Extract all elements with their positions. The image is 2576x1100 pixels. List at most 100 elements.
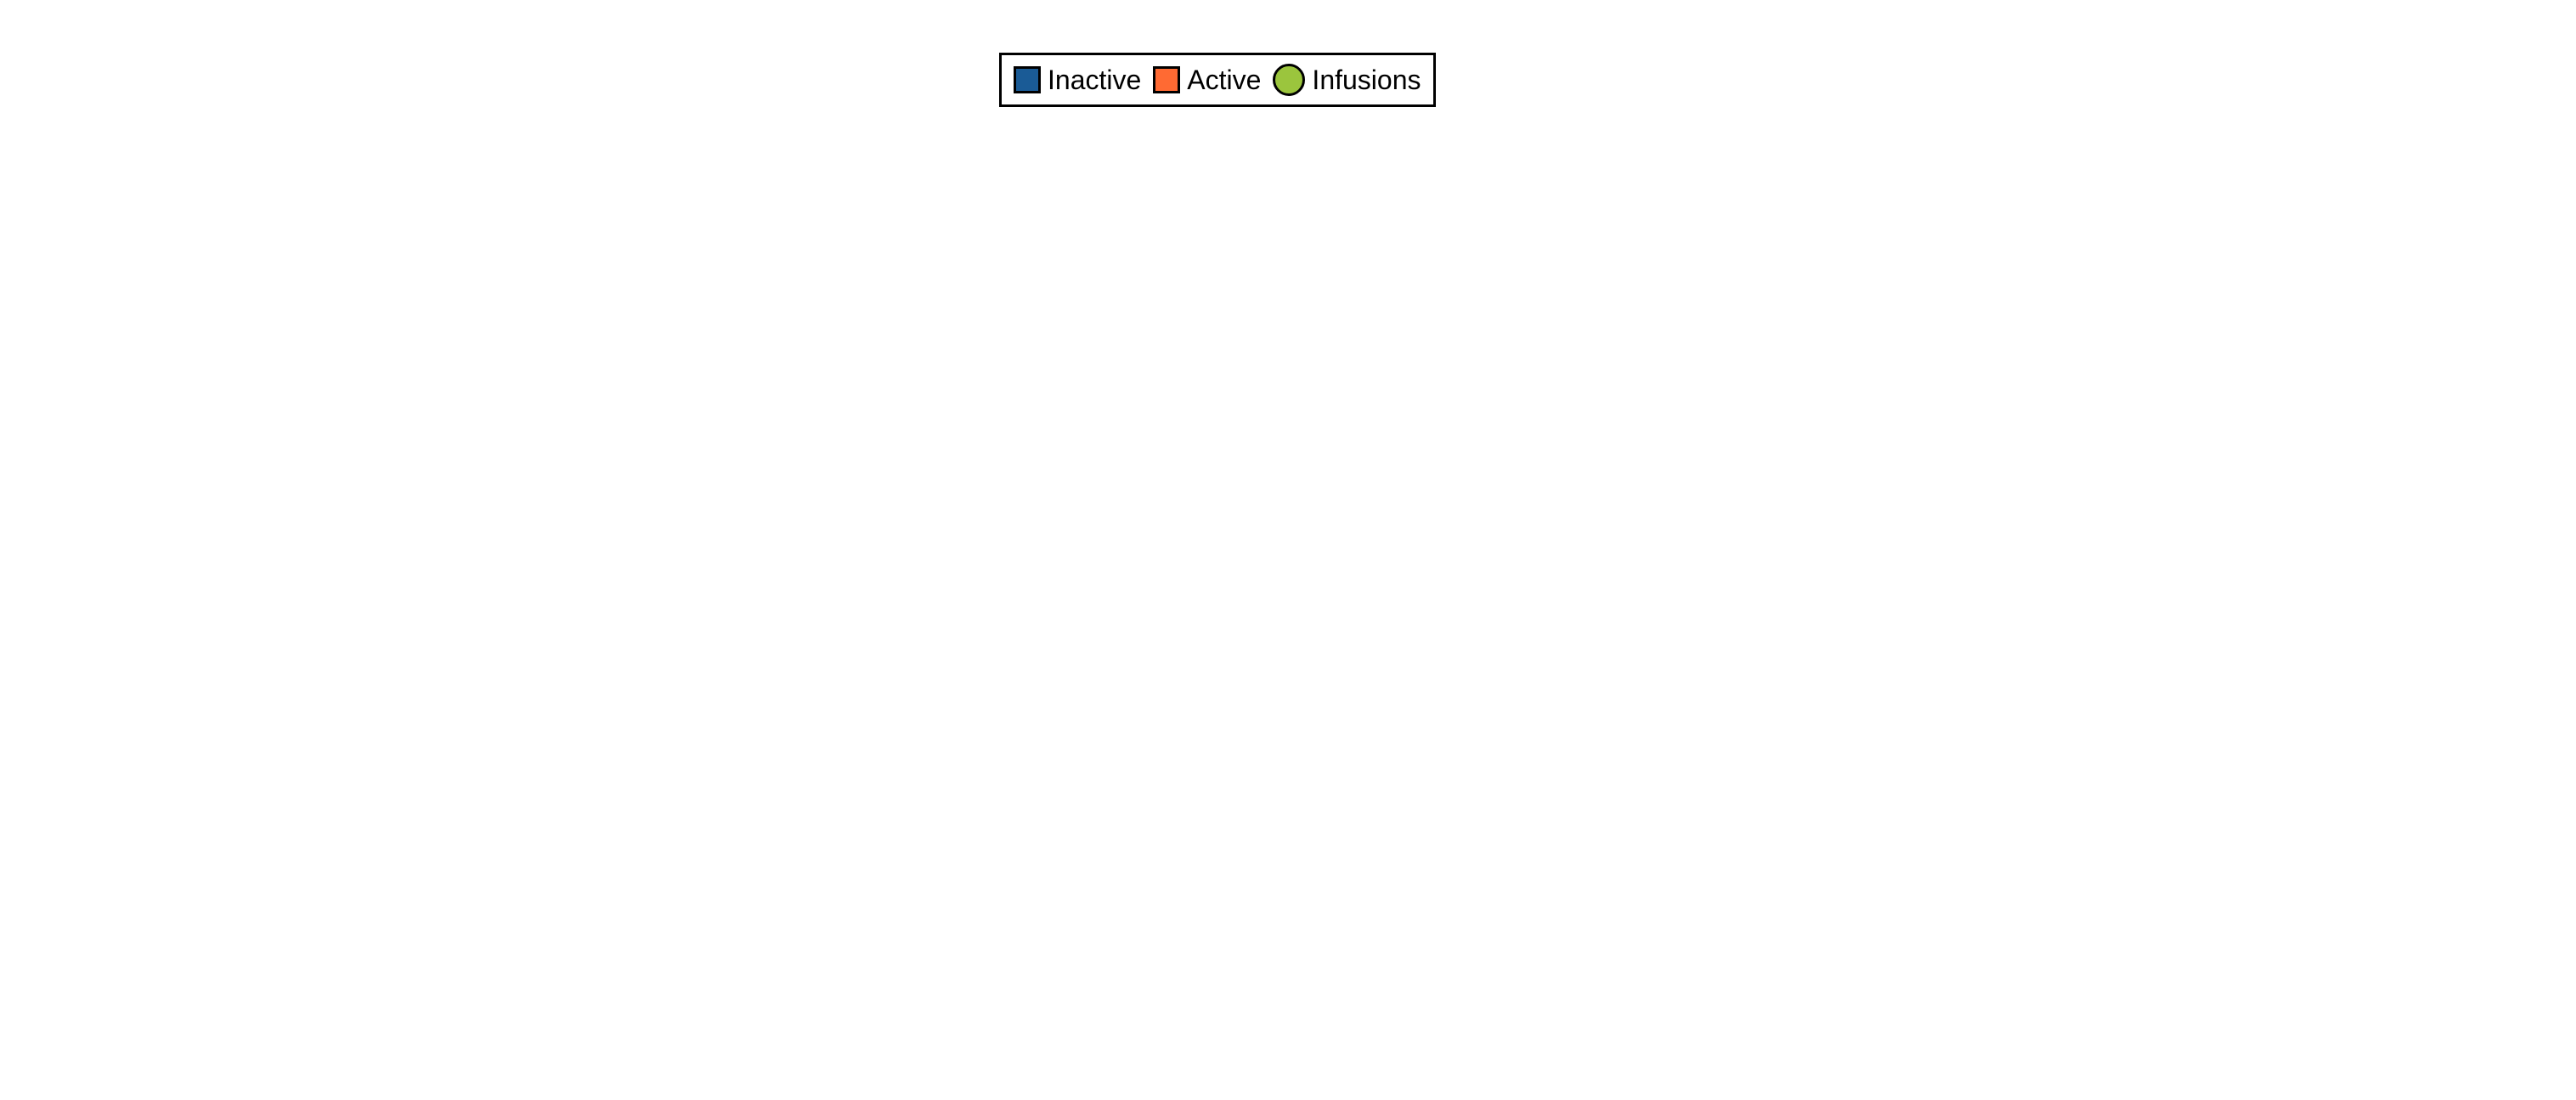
y-tick-label: 80 — [950, 218, 979, 248]
inactive-bar — [445, 539, 479, 581]
y-tick-label: 0 — [1775, 974, 1789, 1004]
y-tick-label: 60 — [950, 305, 979, 335]
y-tick-label: 15 — [950, 766, 979, 796]
significance-label: * — [428, 653, 439, 684]
infusions-point — [599, 763, 631, 796]
infusions-point — [1012, 719, 1044, 753]
x-tick-label: 0.15 — [1003, 1018, 1054, 1047]
infusions-point — [1534, 843, 1566, 876]
y-axis-label-top: Mean (±SEM) Lever Presses — [89, 229, 120, 578]
y-tick-label: 0 — [2179, 974, 2194, 1004]
x-tick-label: 0.5 — [1648, 1018, 1685, 1047]
y-tick-label: 0 — [178, 974, 192, 1004]
x-tick-label: 0.125 — [1398, 1018, 1464, 1047]
y-tick-label: 15 — [163, 628, 192, 657]
active-bar — [240, 347, 274, 581]
significance-label: *** — [358, 599, 390, 629]
y-tick-label: 20 — [1760, 449, 1789, 479]
infusions-point — [2059, 873, 2091, 906]
active-bar — [613, 352, 647, 581]
infusions-point — [2463, 835, 2495, 868]
infusions-point — [1248, 877, 1280, 910]
inactive-bar — [702, 543, 736, 582]
y-tick-label: 30 — [2165, 714, 2194, 744]
y-tick-label: 0 — [551, 565, 566, 595]
panel-title: Ketamine — [2308, 160, 2416, 188]
legend-item-active: Active — [1153, 65, 1261, 96]
panel-title: Morphine — [1496, 160, 1602, 188]
active-bar — [2073, 465, 2107, 582]
legend-item-infusions: Infusions — [1273, 64, 1421, 96]
panel-d-amphetamine: d-amphetamine 0 20 40 60 ** ** 0 5 10 15 20 0.015 0.0… — [537, 160, 887, 1047]
inactive-swatch — [1014, 66, 1041, 93]
active-bar — [2477, 480, 2511, 582]
inactive-bar — [2042, 554, 2076, 581]
x-tick-label: 0.6 — [1246, 1018, 1282, 1047]
x-tick-label: 0.125 — [2210, 1018, 2276, 1047]
active-bar — [476, 482, 510, 581]
y-tick-label: 150 — [2149, 218, 2194, 248]
active-bar — [1429, 345, 1463, 581]
x-tick-label: 0.06 — [452, 1018, 503, 1047]
y-tick-label: 10 — [537, 801, 566, 831]
panel-title: Cocaine — [1100, 160, 1194, 188]
infusions-point — [835, 910, 867, 943]
significance-label: **** — [412, 259, 455, 290]
y-tick-label: 5 — [964, 905, 979, 934]
panel-title: d-amphetamine — [646, 160, 822, 188]
y-tick-label: 30 — [1353, 357, 1381, 386]
active-bar — [359, 392, 393, 581]
active-bar — [1026, 330, 1060, 581]
infusions-line — [2242, 727, 2481, 854]
x-tick-label: 0.015 — [582, 1018, 648, 1047]
inactive-bar — [1517, 570, 1551, 582]
y-tick-label: 10 — [1353, 495, 1381, 525]
infusions-point — [225, 704, 257, 737]
significance-label: ** — [737, 599, 759, 629]
y-tick-label: 20 — [537, 449, 566, 479]
x-tick-label: 0.05 — [1932, 1018, 1983, 1047]
y-tick-label: 0 — [964, 565, 979, 595]
inactive-bar — [1806, 485, 1840, 582]
x-tick-label: 0.3 — [1128, 1018, 1165, 1047]
significance-label: **** — [1950, 599, 1992, 629]
active-bar — [2241, 312, 2275, 581]
y-tick-label: 50 — [1353, 218, 1381, 248]
significance-label: ** — [2425, 259, 2446, 290]
inactive-bar — [1635, 569, 1669, 582]
y-tick-label: 0 — [1775, 565, 1789, 595]
active-bar — [850, 520, 884, 581]
infusions-line — [1026, 735, 1266, 895]
x-tick-label: 0.1 — [2056, 1018, 2093, 1047]
x-tick-label: 0.015 — [208, 1018, 274, 1047]
inactive-bar — [1232, 556, 1266, 581]
y-tick-label: 15 — [1760, 628, 1789, 657]
x-tick-label: 0.25 — [1524, 1018, 1575, 1047]
infusions-point — [2227, 713, 2259, 745]
active-bar — [1665, 498, 1699, 581]
infusions-line — [614, 777, 853, 928]
y-tick-label: 20 — [537, 628, 566, 657]
y-tick-label: 100 — [2149, 334, 2194, 364]
significance-label: **** — [1139, 191, 1182, 222]
y-axis-label-bottom: Mean (±SEM) Infusions — [89, 674, 120, 957]
y-tick-label: 60 — [1760, 218, 1789, 248]
inactive-bar — [1115, 558, 1149, 581]
inactive-bar — [2330, 561, 2364, 582]
infusions-point — [461, 838, 494, 872]
x-tick-label: 0.25 — [2336, 1018, 2387, 1047]
y-tick-label: 20 — [163, 449, 192, 479]
legend-item-inactive: Inactive — [1014, 65, 1141, 96]
legend-label: Inactive — [1048, 64, 1142, 95]
significance-label: *** — [1547, 599, 1579, 629]
y-tick-label: 0 — [551, 974, 566, 1004]
infusions-line — [240, 719, 479, 856]
inactive-bar — [1925, 551, 1959, 582]
y-tick-label: 50 — [2165, 449, 2194, 479]
significance-label: * — [1215, 259, 1226, 290]
y-tick-label: 5 — [1367, 859, 1381, 888]
